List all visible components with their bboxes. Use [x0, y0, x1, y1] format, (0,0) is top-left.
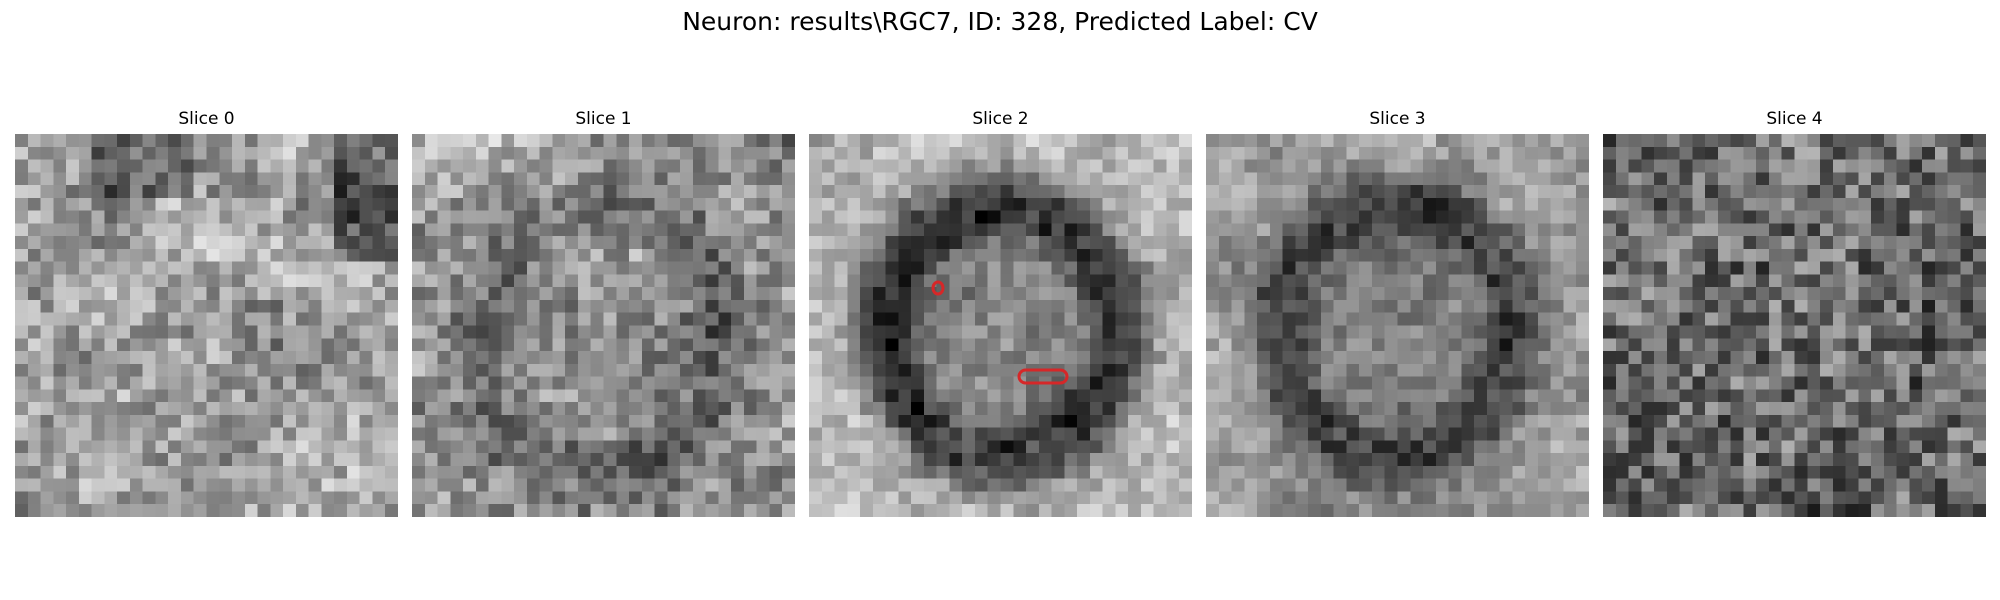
slice-title-4: Slice 4: [1766, 109, 1823, 129]
figure-title: Neuron: results\RGC7, ID: 328, Predicted…: [682, 7, 1318, 36]
slice-image-3: [1206, 134, 1589, 517]
slice-image-1: [412, 134, 795, 517]
slice-image-2: [809, 134, 1192, 517]
slice-image-4: [1603, 134, 1986, 517]
slice-image-0: [15, 134, 398, 517]
slice-title-0: Slice 0: [178, 109, 235, 129]
slice-title-1: Slice 1: [575, 109, 632, 129]
slice-title-3: Slice 3: [1369, 109, 1426, 129]
slice-title-2: Slice 2: [972, 109, 1029, 129]
